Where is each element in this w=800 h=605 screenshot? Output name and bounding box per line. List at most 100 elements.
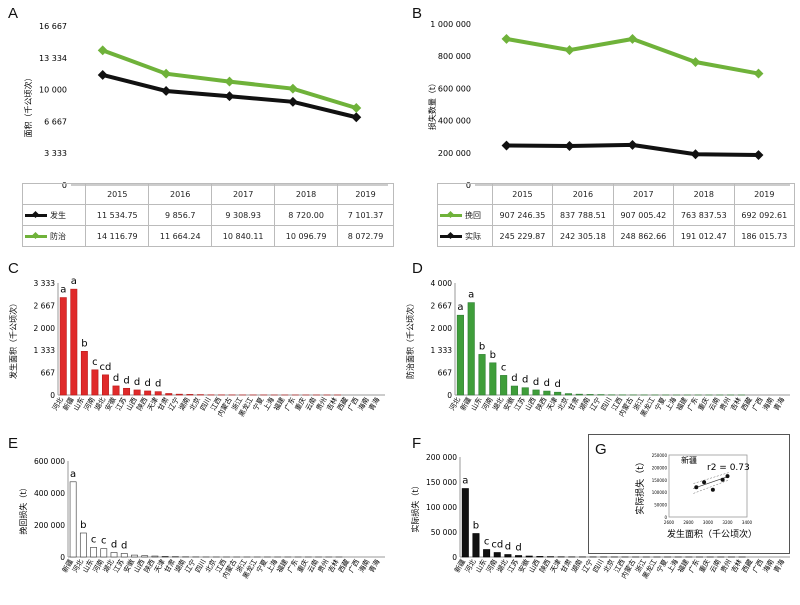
legend-swatch <box>440 234 462 238</box>
significance-letter: b <box>81 338 87 349</box>
table-legend-cell: 发生 <box>21 204 87 226</box>
inset-panel-g: G 250000 200000 150000 100000 50000 0 2600 2800… <box>588 434 790 554</box>
legend-swatch <box>25 234 47 238</box>
bar <box>110 552 118 558</box>
significance-letter: c <box>91 534 97 545</box>
bar <box>141 555 149 558</box>
legend-label: 实际 <box>465 231 481 241</box>
table-value-cell: 10 096.79 <box>274 225 339 247</box>
bar <box>80 351 88 396</box>
significance-letter: b <box>490 350 496 361</box>
table-value-cell: 8 072.79 <box>337 225 394 247</box>
y-tick-label: 3 333 <box>34 279 56 288</box>
table-value-cell: 9 856.7 <box>148 204 213 226</box>
x-tick-label: 青海 <box>772 558 787 575</box>
y-tick-label: 250000 <box>652 453 668 458</box>
table-value-cell: 907 005.42 <box>612 204 675 226</box>
bar <box>504 554 512 558</box>
table-year-header: 2019 <box>337 183 394 205</box>
x-tick-label: 青海 <box>367 558 382 575</box>
bar <box>90 547 97 558</box>
bar <box>532 389 540 396</box>
data-point <box>161 68 172 79</box>
y-tick-label: 200000 <box>652 465 668 470</box>
bar <box>175 393 183 396</box>
table-value-cell: 11 664.24 <box>148 225 213 247</box>
bar <box>70 288 78 396</box>
data-point <box>501 33 512 44</box>
bar <box>161 556 169 558</box>
y-tick-label: 50 000 <box>431 528 457 537</box>
y-tick-label: 6 667 <box>44 117 67 126</box>
y-tick-label: 2 000 <box>34 324 56 333</box>
scatter-point <box>710 487 715 492</box>
y-axis-title: 挽回损失（t） <box>18 483 28 534</box>
data-point <box>287 96 298 107</box>
data-table-a: 2015 2016 2017 2018 2019 发生 11 534.75 9 856.7 9 … <box>21 183 394 247</box>
table-value-cell: 763 837.53 <box>673 204 735 226</box>
bar <box>467 302 475 396</box>
significance-letter: d <box>515 543 521 554</box>
bar <box>586 394 594 396</box>
bar <box>144 390 152 396</box>
y-tick-label: 0 <box>447 391 452 400</box>
bar <box>525 555 533 558</box>
data-table-b: 2015 2016 2017 2018 2019 挽回 907 246.35 837 788.… <box>437 183 796 247</box>
plot-frame <box>668 454 748 518</box>
scatter-point <box>694 485 699 490</box>
significance-letter: c <box>501 362 507 373</box>
y-axis-title: 实际损失（t） <box>410 481 420 532</box>
bar <box>165 393 173 396</box>
y-tick-label: 150000 <box>652 478 668 483</box>
table-value-cell: 907 246.35 <box>491 204 554 226</box>
panel-label-g: G <box>595 441 607 458</box>
bar <box>500 375 508 396</box>
y-axis-title: 实际损失（t） <box>634 457 646 515</box>
table-corner <box>437 183 493 205</box>
y-tick-label: 0 <box>452 553 457 562</box>
table-year-header: 2017 <box>211 183 276 205</box>
significance-letter: d <box>121 540 127 551</box>
significance-letter: d <box>113 373 119 384</box>
y-axis-title: 防治面积（千公顷次） <box>405 299 415 379</box>
table-legend-cell: 实际 <box>437 225 493 247</box>
y-axis-title: 损失数量（t） <box>427 79 437 130</box>
panel-label-e: E <box>8 435 19 452</box>
bar <box>575 393 583 396</box>
significance-letter: d <box>511 373 517 384</box>
y-tick-label: 1 333 <box>431 346 453 355</box>
data-point <box>161 86 172 96</box>
bar <box>493 552 501 558</box>
y-tick-label: 200 000 <box>438 149 471 158</box>
y-tick-label: 600 000 <box>438 84 471 93</box>
bar <box>100 548 108 558</box>
data-point <box>564 45 575 56</box>
table-corner <box>21 183 87 205</box>
data-point <box>97 45 108 56</box>
significance-letter: d <box>134 377 140 388</box>
bar <box>515 555 523 558</box>
bar <box>102 374 109 396</box>
x-tick-label: 青海 <box>772 396 787 413</box>
series-line <box>506 36 759 76</box>
y-tick-label: 0 <box>60 553 65 562</box>
y-tick-label: 667 <box>41 369 56 378</box>
data-point <box>287 83 298 94</box>
y-tick-label: 2 667 <box>431 301 453 310</box>
data-point <box>351 103 362 113</box>
bar <box>131 554 138 558</box>
x-axis-title: 发生面积（千公顷次） <box>667 528 757 540</box>
table-legend-cell: 挽回 <box>437 204 493 226</box>
significance-letter: d <box>505 542 511 553</box>
x-tick-label: 2600 <box>664 520 675 525</box>
significance-letter: a <box>468 290 474 301</box>
legend-swatch <box>25 213 47 217</box>
table-value-cell: 242 305.18 <box>552 225 614 247</box>
table-year-header: 2017 <box>612 183 675 205</box>
bar <box>536 556 544 558</box>
